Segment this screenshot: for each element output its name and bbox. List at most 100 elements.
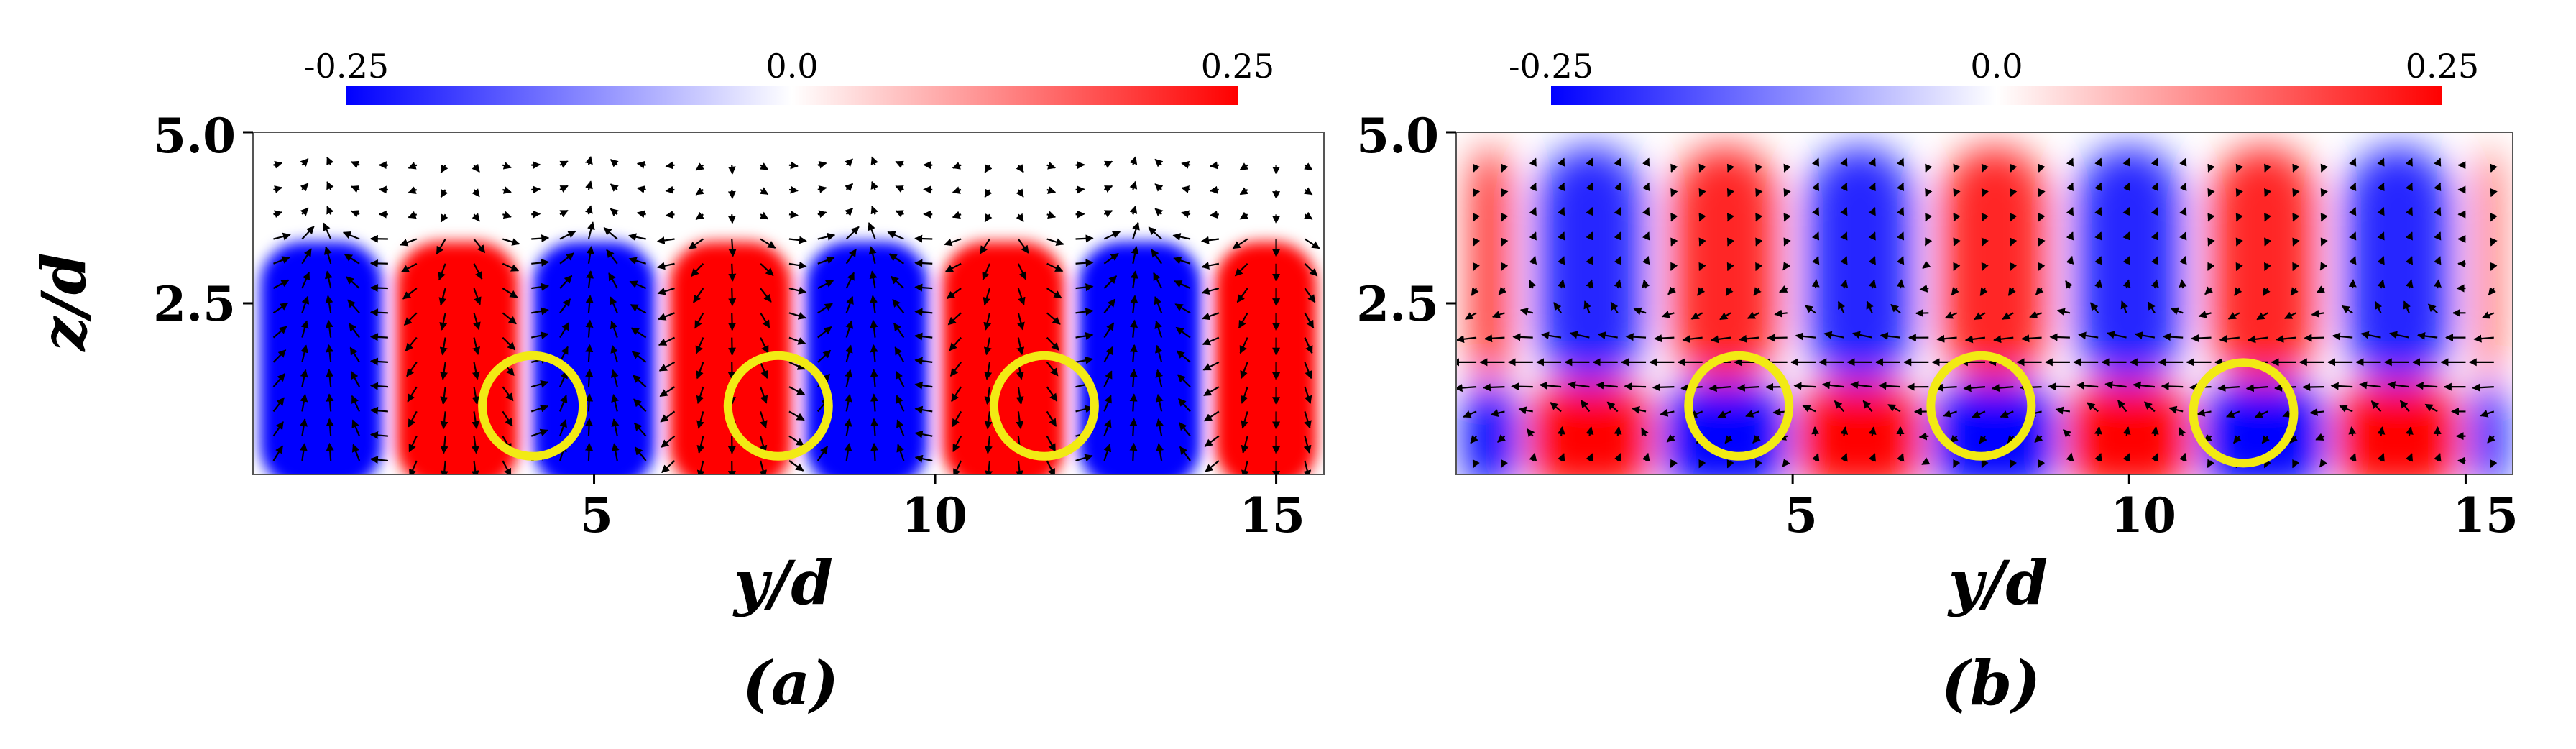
vector-arrow-b-98 [1668,286,1676,295]
vector-arrow-b-112 [1698,262,1706,272]
vector-arrow-a-167 [610,183,619,192]
vector-arrow-a-405 [1155,393,1164,412]
vector-arrow-b-475 [2488,287,2496,296]
vector-arrow-b-77 [1614,157,1622,167]
vector-arrow-a-10 [273,210,283,219]
vector-arrow-a-379 [1103,395,1112,412]
vector-arrow-b-148 [1767,334,1788,342]
vector-arrow-a-452 [1239,211,1248,220]
vector-arrow-a-231 [760,211,769,220]
vector-arrow-a-86 [438,263,446,281]
vector-arrow-a-158 [611,393,619,412]
vector-arrow-a-37 [326,181,334,190]
vector-arrow-b-322 [2150,207,2158,216]
vector-arrow-b-37 [1529,182,1537,192]
field-cell-a-7 [1215,242,1317,474]
vector-arrow-b-165 [1811,231,1820,241]
vector-arrow-a-242 [788,261,807,270]
vector-arrow-b-36 [1529,207,1537,216]
vector-arrow-a-296 [895,210,904,218]
vector-arrow-a-297 [895,185,904,193]
field-lower-cell-b-1 [1530,385,1651,474]
vector-arrow-a-196 [696,436,705,454]
vector-arrow-a-290 [894,346,905,363]
vector-arrow-b-64 [1586,157,1593,167]
vector-arrow-b-114 [1698,213,1706,222]
vector-arrow-a-281 [868,246,877,265]
vector-arrow-b-362 [2235,188,2243,198]
vector-arrow-b-245 [1981,188,1989,198]
vector-arrow-b-118 [1724,435,1733,444]
vector-arrow-a-434 [1202,336,1220,346]
vector-arrow-b-431 [2399,400,2410,413]
vector-arrow-b-324 [2150,157,2158,167]
vector-arrow-a-387 [1103,210,1113,218]
vector-arrow-b-439 [2405,207,2413,216]
vector-arrow-b-189 [1868,279,1877,289]
vector-arrow-b-396 [2311,309,2324,318]
vector-arrow-a-243 [788,236,807,244]
vector-arrow-a-106 [502,410,513,427]
vector-arrow-b-67 [1606,401,1619,413]
vector-arrow-a-449 [1236,288,1248,303]
vector-arrow-a-396 [1130,295,1138,313]
vector-arrow-b-298 [2094,157,2102,167]
vector-arrow-a-46 [346,276,360,289]
vector-arrow-b-337 [2179,157,2187,167]
vector-arrow-a-453 [1239,187,1248,196]
vector-arrow-b-237 [1963,384,1986,392]
vector-arrow-a-97 [473,313,481,331]
vector-arrow-a-24 [300,183,309,192]
vector-arrow-b-330 [2162,333,2184,341]
vector-arrow-b-206 [1896,182,1905,192]
vector-arrow-b-235 [1979,435,1987,444]
vector-arrow-b-377 [2291,459,2300,469]
vector-arrow-b-241 [1979,287,1988,296]
y-tick-label-b-25: 2.5 [1356,276,1439,332]
vector-arrow-b-314 [2144,401,2156,413]
vector-arrow-b-281 [2066,255,2074,265]
vector-arrow-b-200 [1880,332,1901,341]
vector-arrow-a-261 [844,418,852,436]
vector-arrow-b-244 [1981,213,1989,222]
panel-b: -0.25 0.0 0.25 5.0 2.5 5 10 15 y/d (b) [1356,47,2518,719]
vector-arrow-a-423 [1174,280,1191,290]
vector-arrow-a-247 [816,446,829,461]
vector-arrow-b-192 [1868,207,1876,216]
vector-arrow-b-0 [1472,459,1480,469]
x-tick-label-b-10: 10 [2110,487,2176,543]
vector-arrow-a-154 [585,180,593,190]
vector-arrow-a-120 [530,380,549,388]
vector-arrow-a-283 [870,206,878,215]
vector-arrow-b-26 [1529,452,1537,461]
vector-arrow-a-42 [350,370,361,387]
vector-arrow-b-253 [2002,312,2014,320]
vector-arrow-a-191 [656,236,675,244]
vector-arrow-a-35 [323,222,332,239]
vector-arrow-b-397 [2316,285,2325,294]
vector-arrow-b-79 [1641,427,1649,437]
vector-arrow-b-398 [2319,262,2328,271]
vector-arrow-a-285 [870,156,878,166]
vector-arrow-b-104 [1698,459,1706,469]
vector-arrow-a-443 [1241,436,1249,454]
vector-arrow-a-197 [696,411,704,429]
vector-arrow-a-400 [1129,205,1138,215]
vector-arrow-b-117 [1726,459,1734,469]
vector-arrow-b-307 [2122,256,2130,265]
vector-arrow-b-255 [2009,262,2018,272]
vector-arrow-b-127 [1726,213,1735,222]
vector-arrow-a-54 [369,406,388,415]
vector-arrow-a-474 [1304,312,1315,329]
field-cell-a-5 [942,242,1064,474]
vector-arrow-a-278 [870,319,878,338]
colorbar-a-max-label: 0.25 [1201,47,1274,86]
vector-arrow-b-63 [1586,182,1593,192]
vector-arrow-b-179 [1840,207,1848,216]
vector-arrow-a-295 [887,231,904,240]
vector-arrow-a-442 [1241,460,1249,474]
vector-arrow-a-235 [788,435,805,446]
vector-arrow-a-441 [1209,161,1219,170]
vector-arrow-b-74 [1614,231,1622,241]
vector-arrow-b-280 [2065,280,2073,290]
